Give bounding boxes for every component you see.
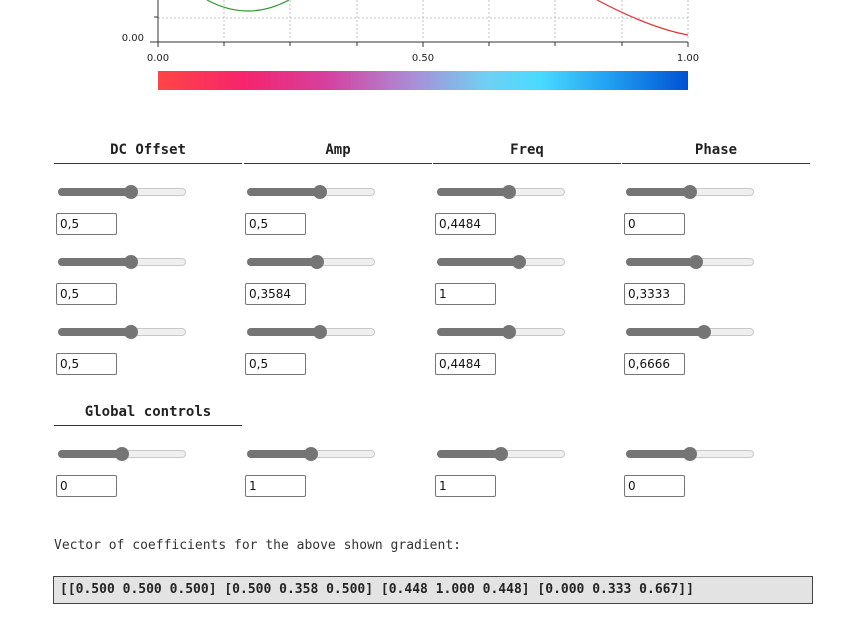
gradient-preview: [158, 71, 688, 90]
phase-input-2[interactable]: 0,3333: [624, 283, 685, 305]
amp-slider-2[interactable]: [247, 255, 375, 269]
slider-fill: [58, 258, 131, 266]
global-freq-slider[interactable]: [437, 447, 565, 461]
freq-slider-1[interactable]: [437, 185, 565, 199]
slider-fill: [58, 450, 122, 458]
slider-thumb[interactable]: [683, 447, 697, 461]
phase-slider-2[interactable]: [626, 255, 754, 269]
global-dc-offset-input[interactable]: 0: [56, 475, 117, 497]
x-tick-label: 0.00: [147, 53, 169, 64]
global-amp-slider[interactable]: [247, 447, 375, 461]
slider-thumb[interactable]: [697, 325, 712, 339]
phase-slider-1[interactable]: [626, 185, 754, 199]
plot: 0.00 0.00 0.50 1.00: [122, 0, 699, 64]
axes: [150, 0, 689, 47]
dc-offset-input-2[interactable]: 0,5: [56, 283, 117, 305]
amp-input-1[interactable]: 0,5: [245, 213, 306, 235]
column-header-dc-offset: DC Offset: [54, 140, 242, 164]
coefficient-vector: [[0.500 0.500 0.500] [0.500 0.358 0.500]…: [53, 576, 813, 604]
x-tick-label: 1.00: [677, 53, 699, 64]
slider-fill: [626, 450, 690, 458]
global-dc-offset-slider[interactable]: [58, 447, 186, 461]
slider-fill: [437, 450, 501, 458]
y-tick-label: 0.00: [122, 33, 144, 44]
amp-input-2[interactable]: 0,3584: [245, 283, 306, 305]
slider-thumb[interactable]: [304, 447, 318, 461]
dc-offset-slider-3[interactable]: [58, 325, 186, 339]
slider-thumb[interactable]: [115, 447, 129, 461]
red-curve: [596, 0, 689, 36]
slider-thumb[interactable]: [123, 255, 138, 269]
slider-thumb[interactable]: [123, 185, 138, 199]
column-header-amp: Amp: [244, 140, 432, 164]
slider-thumb[interactable]: [494, 447, 508, 461]
vector-caption: Vector of coefficients for the above sho…: [54, 538, 461, 553]
global-phase-input[interactable]: 0: [624, 475, 685, 497]
slider-thumb[interactable]: [312, 325, 327, 339]
column-header-phase: Phase: [622, 140, 810, 164]
slider-thumb[interactable]: [123, 325, 138, 339]
dc-offset-slider-1[interactable]: [58, 185, 186, 199]
global-amp-input[interactable]: 1: [245, 475, 306, 497]
slider-thumb[interactable]: [312, 185, 327, 199]
dc-offset-slider-2[interactable]: [58, 255, 186, 269]
global-freq-input[interactable]: 1: [435, 475, 496, 497]
phase-input-3[interactable]: 0,6666: [624, 353, 685, 375]
slider-thumb[interactable]: [310, 255, 325, 269]
dc-offset-input-1[interactable]: 0,5: [56, 213, 117, 235]
slider-thumb[interactable]: [501, 185, 516, 199]
grid: [158, 0, 689, 40]
freq-input-1[interactable]: 0,4484: [435, 213, 496, 235]
amp-slider-1[interactable]: [247, 185, 375, 199]
freq-input-2[interactable]: 1: [435, 283, 496, 305]
freq-slider-3[interactable]: [437, 325, 565, 339]
freq-slider-2[interactable]: [437, 255, 565, 269]
dc-offset-input-3[interactable]: 0,5: [56, 353, 117, 375]
amp-input-3[interactable]: 0,5: [245, 353, 306, 375]
slider-fill: [437, 188, 509, 196]
slider-fill: [626, 258, 697, 266]
global-phase-slider[interactable]: [626, 447, 754, 461]
column-header-freq: Freq: [433, 140, 621, 164]
amp-slider-3[interactable]: [247, 325, 375, 339]
slider-fill: [247, 450, 311, 458]
phase-input-1[interactable]: 0: [624, 213, 685, 235]
slider-thumb[interactable]: [689, 255, 704, 269]
global-controls-header: Global controls: [54, 402, 242, 426]
slider-fill: [247, 258, 318, 266]
phase-slider-3[interactable]: [626, 325, 754, 339]
slider-fill: [437, 258, 519, 266]
slider-thumb[interactable]: [501, 325, 516, 339]
green-curve: [206, 0, 290, 12]
slider-fill: [626, 188, 690, 196]
slider-fill: [58, 188, 131, 196]
slider-thumb[interactable]: [683, 185, 697, 199]
slider-fill: [58, 328, 131, 336]
slider-fill: [437, 328, 509, 336]
freq-input-3[interactable]: 0,4484: [435, 353, 496, 375]
slider-fill: [626, 328, 705, 336]
x-tick-label: 0.50: [412, 53, 434, 64]
slider-fill: [247, 328, 320, 336]
slider-fill: [247, 188, 320, 196]
slider-thumb[interactable]: [511, 255, 526, 269]
